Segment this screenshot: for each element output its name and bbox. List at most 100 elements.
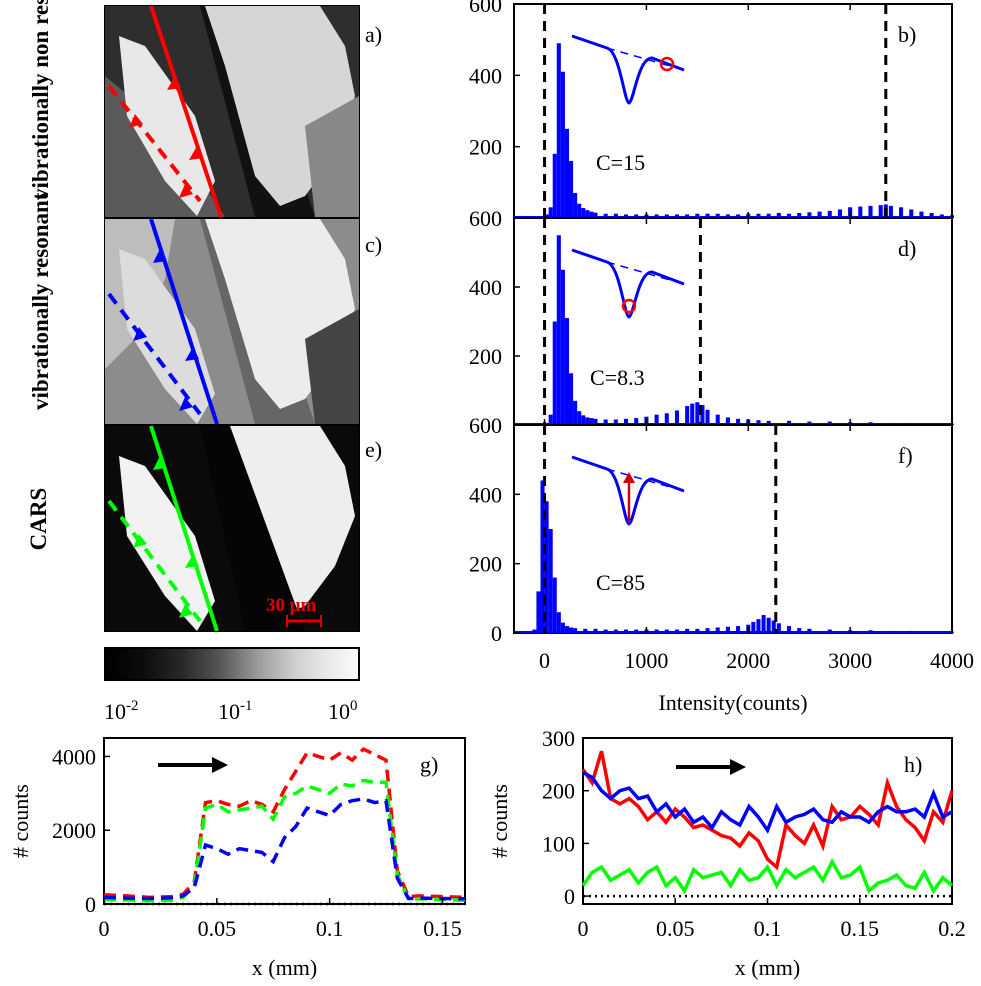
x-tick-label: 0 <box>99 916 110 941</box>
hist-bar <box>548 414 553 425</box>
hist-bar <box>685 628 690 633</box>
hist-bar <box>560 269 565 425</box>
hist-bar <box>725 417 730 425</box>
hist-bar <box>807 628 812 633</box>
hist-bar <box>544 501 549 633</box>
panel-letter-e: e) <box>365 437 383 462</box>
hist-bar <box>761 614 766 633</box>
blue-dashed-line <box>107 292 202 416</box>
hist-bar <box>909 209 914 218</box>
inset-marker <box>621 298 637 314</box>
hist-x-axis-label: Intensity(counts) <box>658 690 807 715</box>
inset-arrow-head <box>623 472 635 483</box>
red-dashed-line <box>107 84 202 203</box>
hist-bar <box>776 623 781 633</box>
line-frame <box>103 737 466 905</box>
x-tick-label: 0.1 <box>754 916 782 941</box>
hist-bar <box>685 406 690 425</box>
hist-bar <box>700 404 705 425</box>
x-tick-label: 0 <box>578 916 589 941</box>
inset-dip-curve <box>571 248 685 319</box>
hist-bar <box>556 612 561 633</box>
x-tick-label: 0.15 <box>841 916 880 941</box>
series-line-green <box>581 858 954 895</box>
hist-bar <box>564 318 570 425</box>
x-tick-label: 3000 <box>828 648 872 673</box>
green-dashed-line <box>107 499 202 623</box>
direction-arrow-head <box>212 757 228 773</box>
image-resonant <box>105 219 359 424</box>
hist-bar <box>690 403 695 425</box>
hist-bar <box>786 626 792 633</box>
hist-bar <box>858 206 863 218</box>
hist-bar <box>536 591 541 633</box>
x-tick-label: 2000 <box>726 648 770 673</box>
hist-bar <box>581 208 586 218</box>
hist-bar <box>797 213 802 218</box>
hist-bar <box>725 626 730 633</box>
x-axis-label: x (mm) <box>252 955 317 980</box>
image-cars <box>105 426 359 631</box>
hist-bar <box>573 400 578 425</box>
hist-bar <box>878 205 883 218</box>
image-panel-resonant <box>104 218 360 425</box>
hist-bar <box>736 626 741 633</box>
hist-bar <box>603 213 608 218</box>
y-tick-label: 200 <box>542 779 575 804</box>
hist-bar <box>569 373 574 425</box>
y-tick-label: 0 <box>491 621 502 646</box>
y-tick-label: 100 <box>542 831 575 856</box>
series-line-blue <box>582 770 953 834</box>
hist-bar <box>654 414 659 425</box>
hist-bar <box>593 628 598 633</box>
x-tick-label: 0.2 <box>938 916 966 941</box>
hist-bar <box>705 213 710 218</box>
y-tick-label: 200 <box>469 552 502 577</box>
hist-bar <box>569 627 574 633</box>
hist-bar <box>705 628 710 633</box>
hist-bar <box>664 413 669 425</box>
hist-bar <box>766 617 771 633</box>
hist-bar <box>695 402 700 425</box>
hist-bar <box>577 411 582 425</box>
y-tick-label: 0 <box>564 884 575 909</box>
y-tick-label: 2000 <box>52 818 96 843</box>
hist-bar <box>771 620 776 633</box>
hist-bar <box>929 213 934 218</box>
series-line-red <box>103 746 466 900</box>
y-tick-label: 0 <box>85 892 96 917</box>
y-tick-label: 600 <box>469 413 502 438</box>
hist-bar <box>624 418 629 425</box>
hist-bar <box>613 213 618 218</box>
y-axis-label: # counts <box>8 784 33 858</box>
hist-bar <box>888 205 893 218</box>
image-panel-non-resonant <box>104 5 360 218</box>
hist-bar <box>556 235 561 425</box>
hist-bar <box>715 213 720 218</box>
y-axis-label: # counts <box>487 784 512 858</box>
hist-bar <box>548 529 553 633</box>
contrast-annotation: C=15 <box>596 150 645 175</box>
hist-bar <box>766 420 771 425</box>
y-tick-label: 200 <box>469 135 502 160</box>
hist-bar <box>715 627 720 633</box>
hist-bar <box>593 212 598 218</box>
x-axis-label: x (mm) <box>735 955 800 980</box>
hist-bar <box>756 420 761 425</box>
hist-bar <box>548 207 553 218</box>
hist-bar <box>585 210 590 218</box>
hist-bar <box>766 213 771 218</box>
x-tick-label: 1000 <box>624 648 668 673</box>
hist-bar <box>634 418 639 425</box>
x-tick-label: 0 <box>539 648 550 673</box>
colorbar-tick-2: 10-1 <box>218 698 253 724</box>
x-tick-label: 0.1 <box>316 916 344 941</box>
panel-letter: b) <box>898 22 916 47</box>
series-line-red <box>581 750 954 871</box>
scale-bar-label: 30 μm <box>266 595 317 616</box>
hist-bar <box>695 628 700 633</box>
hist-bar <box>705 409 710 425</box>
hist-bar <box>837 209 842 218</box>
hist-bar <box>577 203 582 218</box>
